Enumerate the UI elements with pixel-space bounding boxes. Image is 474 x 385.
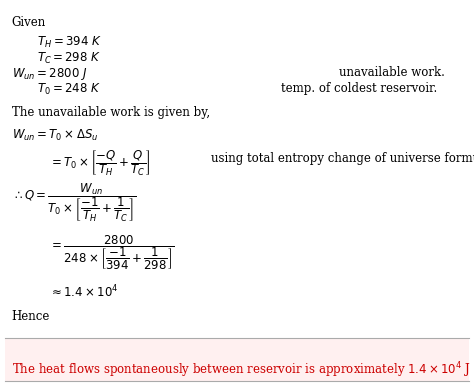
Text: Hence: Hence (12, 310, 50, 323)
Text: $\therefore Q = \dfrac{W_{un}}{T_0 \times \left[\dfrac{-1}{T_H} + \dfrac{1}{T_C}: $\therefore Q = \dfrac{W_{un}}{T_0 \time… (12, 181, 136, 224)
Text: $T_C = 298\ K$: $T_C = 298\ K$ (37, 51, 101, 66)
Text: $W_{un} = T_0 \times \Delta S_u$: $W_{un} = T_0 \times \Delta S_u$ (12, 127, 98, 143)
Text: The heat flows spontaneously between reservoir is approximately $1.4 \times 10^4: The heat flows spontaneously between res… (12, 360, 471, 380)
FancyBboxPatch shape (5, 338, 469, 381)
Text: using total entropy change of universe formula.: using total entropy change of universe f… (211, 152, 474, 165)
Text: $T_0 = 248\ K$: $T_0 = 248\ K$ (37, 82, 101, 97)
Text: $\approx 1.4 \times 10^4$: $\approx 1.4 \times 10^4$ (49, 284, 118, 300)
Text: $= T_0 \times \left[\dfrac{-Q}{T_H} + \dfrac{Q}{T_C}\right]$: $= T_0 \times \left[\dfrac{-Q}{T_H} + \d… (49, 148, 150, 178)
Text: The unavailable work is given by,: The unavailable work is given by, (12, 106, 210, 119)
Text: temp. of coldest reservoir.: temp. of coldest reservoir. (281, 82, 438, 95)
Text: $T_H = 394\ K$: $T_H = 394\ K$ (37, 35, 102, 50)
Text: unavailable work.: unavailable work. (339, 67, 445, 79)
Text: Given: Given (12, 16, 46, 29)
Text: $W_{un} = 2800\ J$: $W_{un} = 2800\ J$ (12, 67, 87, 82)
Text: $= \dfrac{2800}{248 \times \left[\dfrac{-1}{394} + \dfrac{1}{298}\right]}$: $= \dfrac{2800}{248 \times \left[\dfrac{… (49, 234, 174, 272)
